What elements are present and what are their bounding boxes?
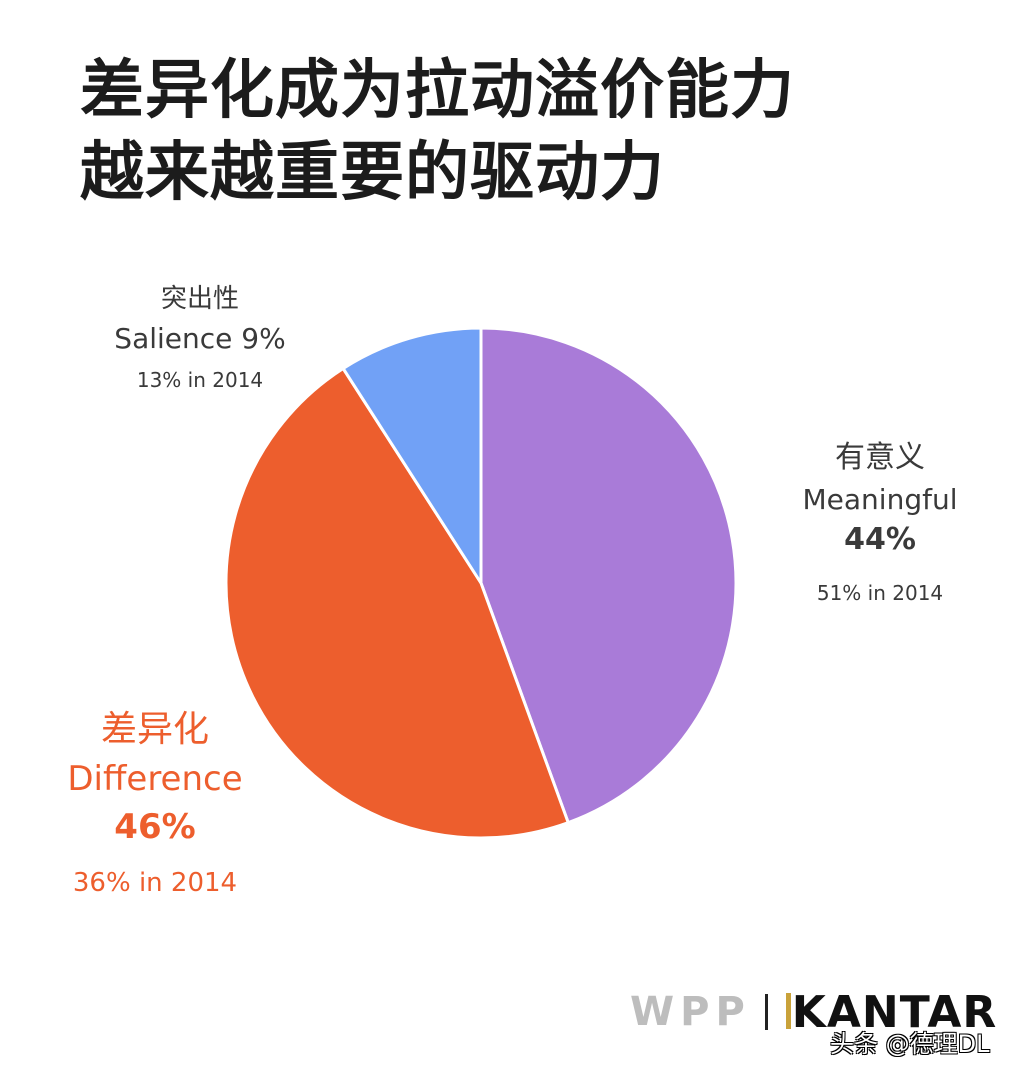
difference-2014: 36% in 2014 [72,868,238,898]
title-line-2: 越来越重要的驱动力 [80,136,665,210]
wpp-kantar-logo: WPP KANTAR [630,987,997,1038]
pie-slice-meaningful [479,326,738,825]
kantar-logo: KANTAR [785,987,998,1038]
meaningful-cn: 有意义 [835,440,925,475]
difference-cn: 差异化 [100,709,209,750]
salience-label: 突出性 Salience 9% 13% in 2014 [90,280,310,400]
salience-en: Salience 9% [114,322,286,355]
wpp-logo: WPP [630,989,751,1035]
logo-divider [764,994,768,1030]
difference-label: 差异化 Difference 46% 36% in 2014 [40,705,270,901]
page-title: 差异化成为拉动溢价能力 越来越重要的驱动力 [80,50,795,214]
meaningful-label: 有意义 Meaningful 44% 51% in 2014 [770,436,990,608]
watermark: 头条 @德理DL [830,1030,990,1058]
pie-slice-difference [224,366,570,840]
meaningful-pct: 44% [844,522,916,557]
salience-2014: 13% in 2014 [136,368,264,392]
difference-en: Difference [67,759,243,799]
difference-pct: 46% [114,807,196,847]
title-line-1: 差异化成为拉动溢价能力 [80,54,795,128]
meaningful-2014: 51% in 2014 [816,581,944,605]
pie-slice-salience [341,326,483,585]
salience-cn: 突出性 [160,284,239,314]
meaningful-en: Meaningful [802,483,958,516]
